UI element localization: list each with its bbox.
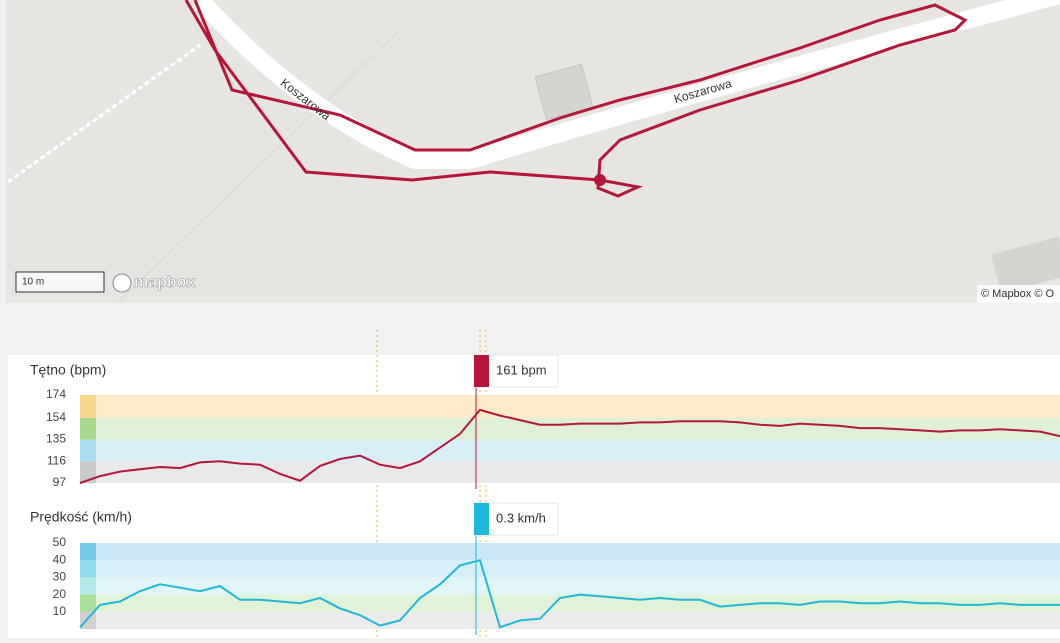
y-tick-label: 116 — [47, 453, 66, 467]
zone-swatch — [80, 611, 96, 629]
boundary — [119, 29, 401, 301]
y-tick-label: 135 — [46, 432, 66, 446]
road — [193, 0, 1060, 169]
zone-swatch — [80, 594, 96, 612]
data-line — [79, 558, 1060, 629]
chart-title: Tętno (bpm) — [30, 362, 106, 378]
tooltip-swatch — [474, 503, 489, 535]
tooltip-value: 161 bpm — [496, 362, 547, 377]
y-tick-label: 97 — [53, 475, 67, 489]
zone-band — [96, 461, 1060, 483]
position-marker — [594, 174, 606, 186]
tooltip-value: 0.3 km/h — [496, 510, 546, 525]
attribution-bg — [977, 285, 1060, 303]
scale-bar — [15, 271, 105, 293]
zone-band — [96, 395, 1060, 418]
y-tick-label: 40 — [53, 552, 67, 566]
zone-swatch — [80, 417, 96, 440]
y-tick-label: 50 — [53, 535, 67, 549]
path — [7, 43, 201, 184]
zone-band — [96, 560, 1060, 578]
y-tick-label: 30 — [53, 570, 67, 584]
zone-band — [96, 577, 1060, 595]
building — [534, 63, 594, 121]
map: Koszarowa Koszarowa 10 m mapbox © Mapbox… — [6, 0, 1060, 303]
zone-swatch — [80, 560, 96, 578]
zone-band — [96, 543, 1060, 561]
zone-band — [96, 417, 1060, 440]
tooltip-swatch — [474, 355, 489, 387]
y-tick-label: 20 — [53, 587, 67, 601]
map-logo[interactable]: mapbox — [134, 274, 196, 292]
zone-swatch — [80, 439, 96, 462]
chart-title: Prędkość (km/h) — [30, 509, 132, 525]
zone-swatch — [80, 577, 96, 595]
zone-band — [96, 439, 1060, 462]
zone-band — [96, 611, 1060, 629]
y-tick-label: 174 — [46, 387, 66, 401]
zone-swatch — [80, 543, 96, 561]
logo-icon — [112, 273, 132, 293]
attribution[interactable]: © Mapbox © O — [981, 288, 1055, 300]
building — [991, 236, 1060, 294]
data-line — [79, 408, 1060, 484]
zone-swatch — [80, 395, 96, 418]
zone-swatch — [80, 461, 96, 483]
y-tick-label: 154 — [46, 410, 66, 424]
route — [184, 0, 968, 198]
y-tick-label: 10 — [53, 604, 67, 618]
scale-label: 10 m — [22, 277, 44, 288]
